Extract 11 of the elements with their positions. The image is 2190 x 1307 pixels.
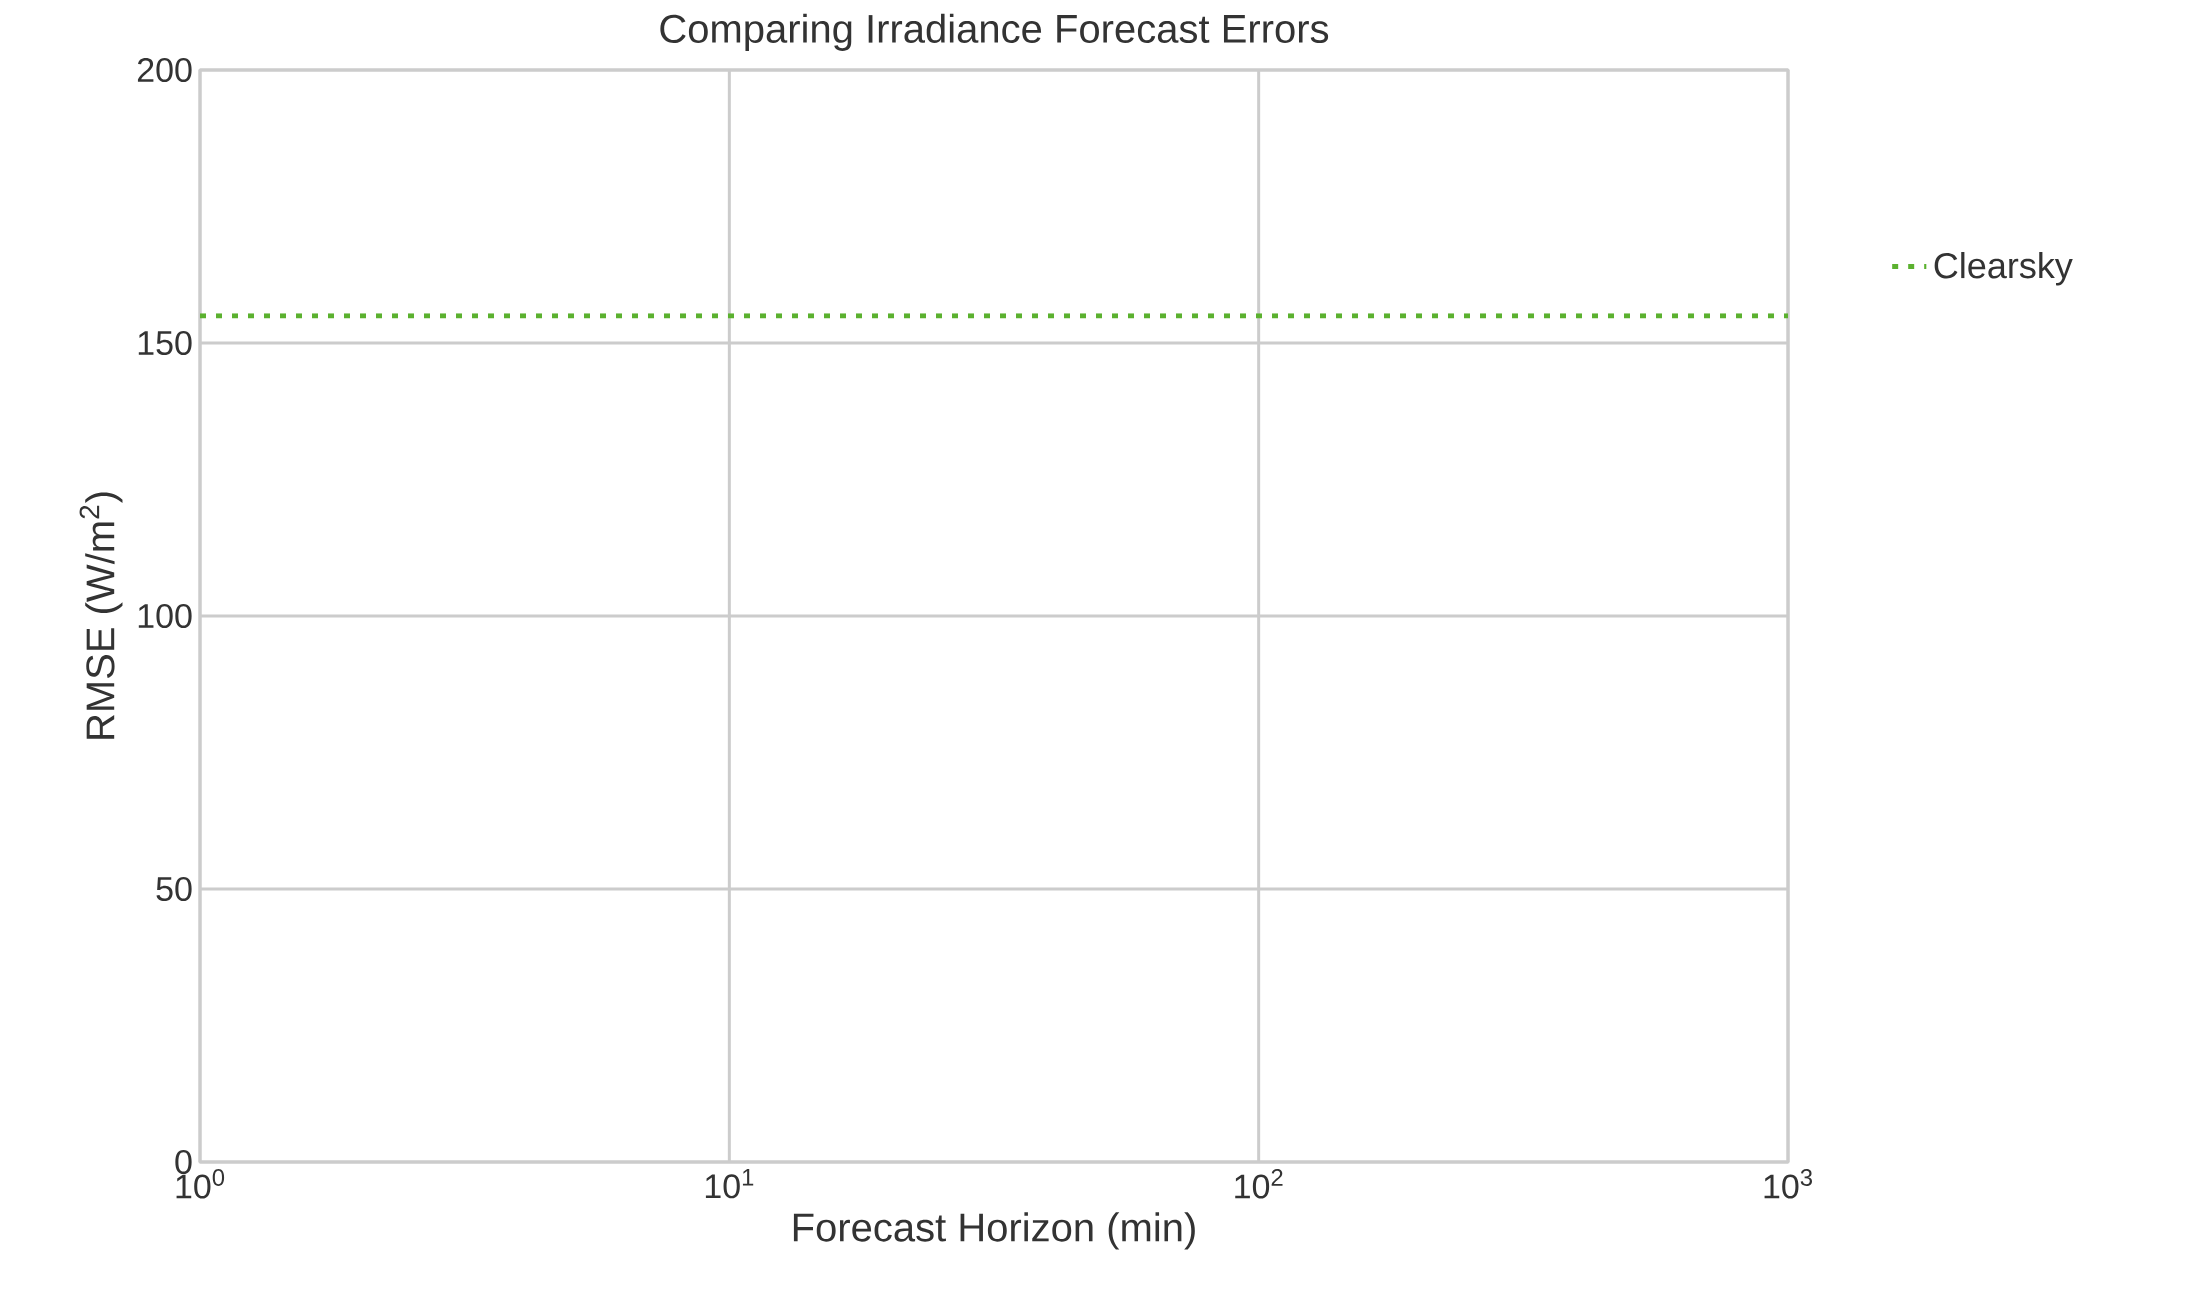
legend-label: Clearsky <box>1934 251 2073 286</box>
y-tick-label: 150 <box>138 330 192 356</box>
x-tick-label: 10$^{2}$ <box>1235 1169 1283 1199</box>
y-tick-label: 100 <box>138 603 192 629</box>
y-tick-label: 200 <box>137 57 192 83</box>
x-axis-title: Forecast Horizon (min) <box>793 1212 1195 1250</box>
y-tick-label: 50 <box>156 876 192 902</box>
x-tick-label: 10$^{1}$ <box>705 1169 754 1199</box>
y-axis-title: RMSE (W/m$^{2}$) <box>79 492 123 739</box>
x-tick-label: 10$^{3}$ <box>1764 1169 1812 1199</box>
chart-title: Comparing Irradiance Forecast Errors <box>660 13 1329 51</box>
